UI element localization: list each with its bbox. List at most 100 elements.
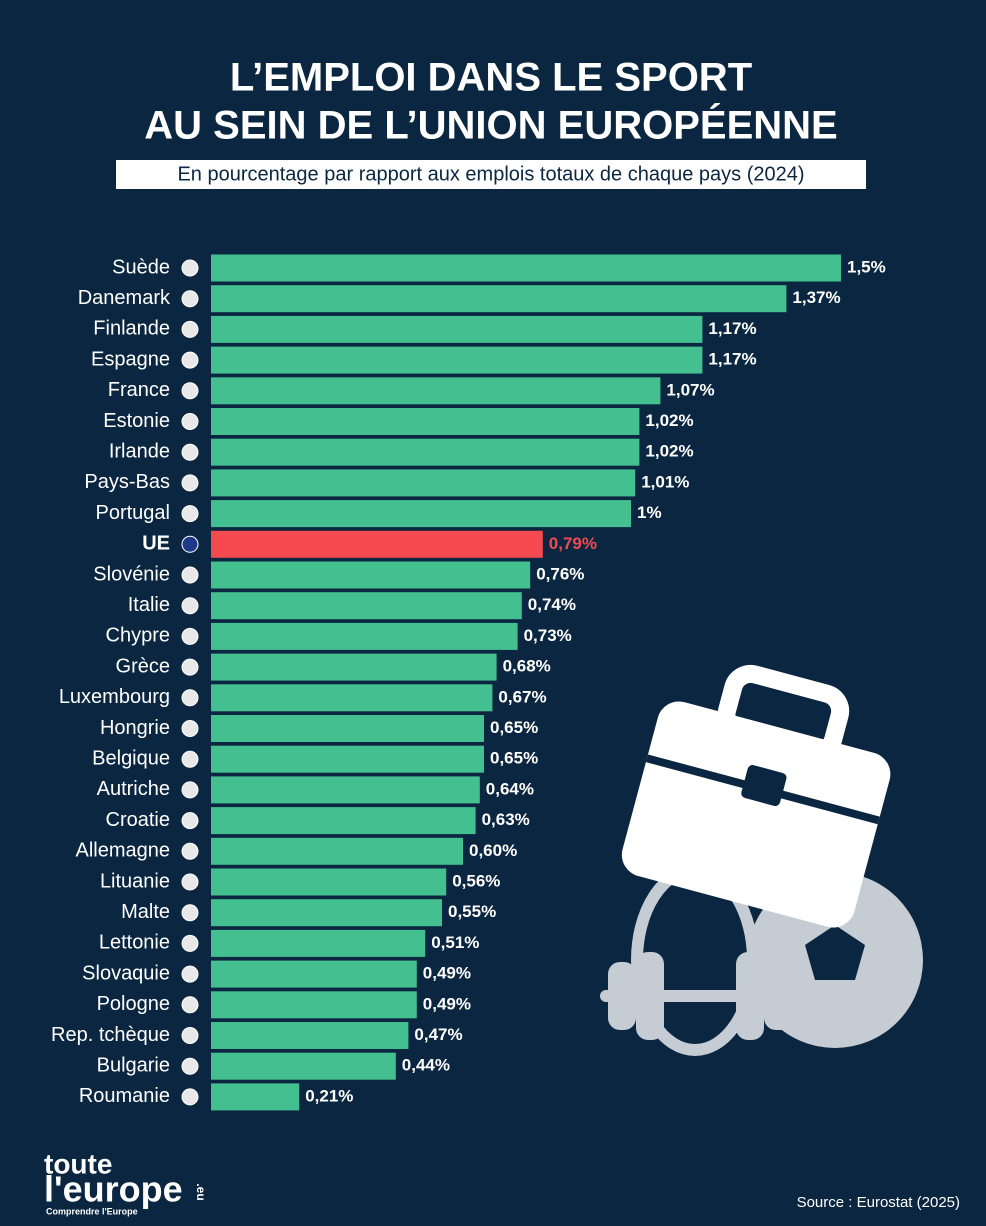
category-label: Slovaquie: [82, 962, 170, 984]
flag: [181, 750, 199, 768]
dumbbell-weight: [608, 962, 636, 1030]
bar: [211, 500, 631, 528]
value-label: 1,01%: [641, 472, 689, 491]
value-label: 0,47%: [414, 1025, 462, 1044]
category-label: Finlande: [93, 318, 170, 340]
value-label: 0,56%: [452, 871, 500, 890]
value-label: 0,79%: [549, 534, 597, 553]
value-label: 1,02%: [645, 442, 693, 461]
bar: [211, 346, 703, 374]
logo-tagline: Comprendre l'Europe: [46, 1206, 138, 1216]
value-label: 0,60%: [469, 841, 517, 860]
dumbbell-weight: [764, 962, 792, 1030]
category-label: Malte: [121, 901, 170, 923]
value-label: 1,07%: [666, 380, 714, 399]
flag: [181, 474, 199, 492]
category-label: Slovénie: [93, 563, 170, 585]
value-label: 0,68%: [503, 657, 551, 676]
category-label: Rep. tchèque: [51, 1024, 170, 1046]
bar: [211, 929, 426, 957]
flag: [181, 627, 199, 645]
category-label: Autriche: [97, 778, 170, 800]
flag: [181, 720, 199, 737]
bar: [211, 592, 522, 620]
value-label: 1,37%: [792, 288, 840, 307]
category-label: Roumanie: [79, 1085, 170, 1107]
value-label: 1,02%: [645, 411, 693, 430]
value-label: 0,44%: [402, 1056, 450, 1075]
bar: [211, 653, 497, 681]
soccer-patch: [805, 925, 865, 980]
bar: [211, 530, 543, 558]
dumbbell-weight: [736, 952, 764, 1040]
flag: [181, 781, 199, 799]
bar: [211, 438, 640, 466]
value-label: 1,17%: [708, 319, 756, 338]
bar: [211, 745, 484, 773]
value-label: 0,74%: [528, 595, 576, 614]
value-label: 0,67%: [498, 687, 546, 706]
category-label: Lettonie: [99, 932, 170, 954]
category-label: Pologne: [97, 993, 170, 1015]
value-label: 0,51%: [431, 933, 479, 952]
subtitle: En pourcentage par rapport aux emplois t…: [177, 163, 804, 185]
bar: [211, 807, 476, 835]
flag: [181, 413, 199, 430]
briefcase-lock: [741, 765, 787, 806]
value-label: 1,5%: [847, 257, 886, 276]
flag: [181, 842, 199, 860]
bar: [211, 1083, 300, 1111]
value-label: 0,63%: [482, 810, 530, 829]
flag: [181, 382, 199, 400]
value-label: 0,55%: [448, 902, 496, 921]
value-label: 0,76%: [536, 564, 584, 583]
bar: [211, 1052, 396, 1080]
category-label: Bulgarie: [97, 1054, 170, 1076]
value-label: 0,65%: [490, 749, 538, 768]
value-label: 0,49%: [423, 964, 471, 983]
logo-text: l'europe: [44, 1169, 183, 1210]
value-label: 0,73%: [524, 626, 572, 645]
flag: [181, 566, 199, 584]
illustration: [600, 664, 923, 1056]
bar: [211, 469, 636, 497]
bar: [211, 991, 417, 1019]
flag: [181, 965, 199, 983]
bar: [211, 285, 787, 313]
category-label: Suède: [112, 256, 170, 278]
category-label: Belgique: [92, 747, 170, 769]
flag: [181, 535, 199, 553]
flag: [181, 290, 199, 308]
flag: [181, 505, 199, 523]
category-label: Hongrie: [100, 717, 170, 739]
dumbbell-weight: [636, 952, 664, 1040]
bar: [211, 315, 703, 343]
logo-domain: .eu: [194, 1183, 208, 1200]
value-label: 0,49%: [423, 994, 471, 1013]
category-label: Luxembourg: [59, 686, 170, 708]
flag: [181, 443, 199, 461]
bar: [211, 899, 442, 927]
value-label: 1,17%: [708, 350, 756, 369]
value-label: 0,65%: [490, 718, 538, 737]
bar: [211, 715, 484, 742]
bar: [211, 960, 417, 988]
bar: [211, 776, 480, 804]
value-label: 0,21%: [305, 1086, 353, 1105]
category-label: Lituanie: [100, 870, 170, 892]
bar: [211, 408, 640, 435]
subtitle-box: [116, 160, 866, 189]
briefcase: [621, 701, 891, 928]
flag: [181, 658, 199, 676]
chart-title: AU SEIN DE L’UNION EUROPÉENNE: [144, 103, 837, 148]
flag: [181, 320, 199, 338]
category-label: Danemark: [78, 287, 171, 309]
flag: [181, 996, 199, 1014]
flag: [181, 904, 199, 922]
category-label: Estonie: [103, 410, 170, 432]
bar: [211, 254, 841, 282]
flag: [181, 873, 199, 891]
bar: [211, 868, 447, 896]
